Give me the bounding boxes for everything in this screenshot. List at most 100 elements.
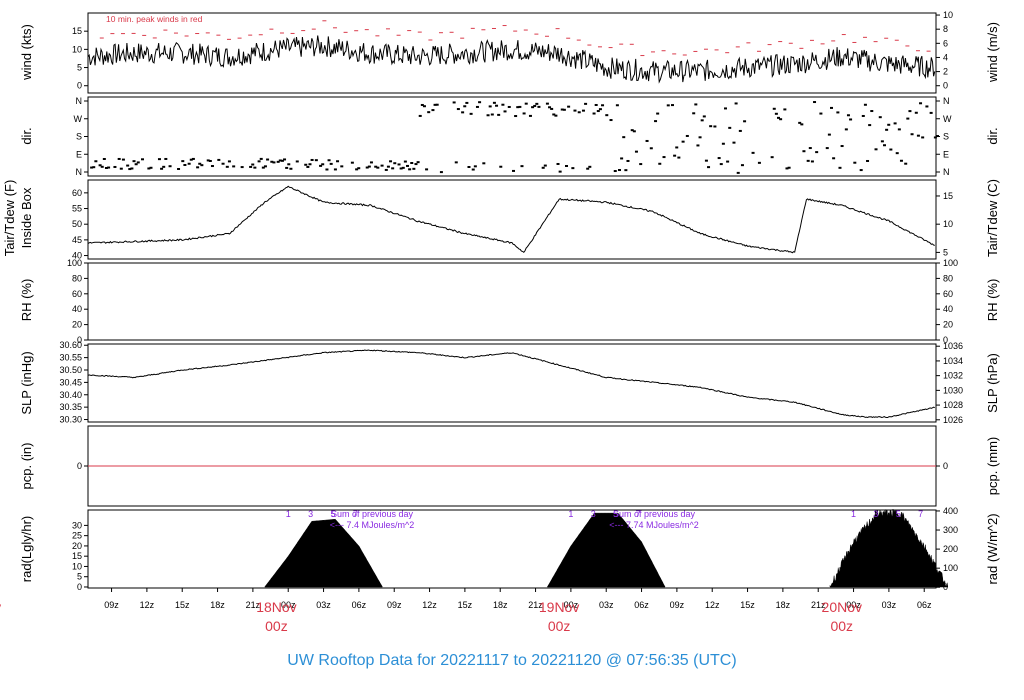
wind-direction-mark	[899, 159, 903, 162]
wind-direction-mark	[770, 156, 774, 159]
pcp-left-label: pcp. (in)	[19, 443, 34, 490]
wind-direction-mark	[280, 159, 284, 162]
wind-direction-mark	[473, 165, 477, 168]
wind-direction-mark	[482, 162, 486, 165]
wind-direction-mark	[384, 168, 388, 171]
wind-direction-mark	[196, 166, 200, 169]
solar-radiation-area	[264, 518, 383, 588]
wind-direction-mark	[336, 160, 340, 163]
rh-left-tick-label: 100	[67, 258, 82, 268]
wind-direction-mark	[157, 158, 161, 161]
wind-direction-mark	[601, 104, 605, 107]
wind-direction-mark	[849, 118, 853, 121]
solar-hour-marker: 3	[308, 509, 313, 519]
wind-direction-mark	[929, 111, 933, 114]
slp-left-label: SLP (inHg)	[19, 351, 34, 414]
wind-direction-mark	[535, 102, 539, 105]
wind-direction-mark	[567, 105, 571, 108]
rh-left-tick-label: 40	[72, 304, 82, 314]
wind-direction-mark	[126, 164, 130, 167]
rh-right-right-tick-label: 60	[943, 289, 953, 299]
wind-direction-mark	[692, 112, 696, 115]
x-tick-label: 09z	[387, 600, 402, 610]
wind-direction-mark	[198, 162, 202, 165]
wind-direction-mark	[560, 108, 564, 111]
wind-direction-mark	[136, 161, 140, 164]
wind-direction-mark	[104, 167, 108, 170]
wind-direction-mark	[772, 107, 776, 110]
wind-direction-mark	[883, 144, 886, 147]
wind-direction-mark	[350, 161, 354, 164]
wind-direction-mark	[285, 166, 289, 169]
wind-direction-mark	[592, 112, 596, 115]
x-tick-label: 18z	[776, 600, 791, 610]
wind-direction-mark	[634, 150, 638, 153]
wind-direction-mark	[365, 166, 369, 169]
rad-left-tick-label: 30	[72, 520, 82, 530]
wind-direction-mark	[501, 103, 505, 106]
solar-hour-marker: 5	[613, 509, 618, 519]
wind-direction-mark	[149, 166, 153, 169]
wind-direction-mark	[533, 104, 537, 107]
wind-direction-mark	[806, 159, 810, 162]
wind-direction-mark	[685, 134, 689, 137]
wind-direction-mark	[221, 162, 225, 165]
wind-direction-mark	[914, 111, 918, 114]
wind-direction-mark	[724, 107, 727, 110]
panel-wind-frame	[87, 12, 937, 94]
dir-right-label: dir.	[985, 127, 1000, 144]
wind-direction-mark	[403, 160, 407, 163]
wind-direction-mark	[357, 167, 361, 170]
rad-sum-value-1: <--- 7.4 MJoules/m^2	[330, 520, 415, 530]
date-label: 18Nov	[256, 599, 296, 615]
wind-direction-mark	[399, 167, 403, 170]
wind-direction-mark	[897, 128, 901, 131]
wind-direction-mark	[454, 161, 458, 164]
dir-left-tick-label: W	[74, 114, 83, 124]
slp-left-tick-label: 30.60	[59, 340, 82, 350]
wind-direction-mark	[418, 114, 422, 117]
wind-direction-mark	[562, 108, 566, 111]
rh-right-right-tick-label: 80	[943, 273, 953, 283]
wind-direction-mark	[490, 113, 494, 116]
wind-direction-mark	[499, 165, 503, 168]
slp-hpa-right-tick-label: 1032	[943, 371, 963, 381]
wind-direction-mark	[878, 116, 882, 119]
wind-direction-mark	[261, 166, 265, 169]
wind-direction-mark	[702, 115, 706, 118]
wind-direction-mark	[736, 171, 740, 174]
wind-direction-mark	[289, 167, 293, 170]
wind-direction-mark	[263, 165, 267, 168]
wind-left-tick-label: 15	[72, 26, 82, 36]
wind-direction-mark	[471, 168, 475, 171]
panel-slp-frame	[87, 343, 937, 423]
wind-direction-mark	[217, 158, 221, 161]
rh-left-tick-label: 60	[72, 289, 82, 299]
wind-direction-mark	[253, 166, 257, 169]
wind-direction-mark	[183, 163, 187, 166]
wind-direction-mark	[537, 105, 541, 108]
wind-direction-mark	[225, 165, 229, 168]
rad-sum-label-1: Sum of previous day	[331, 509, 414, 519]
rad-sum-label-2: Sum of previous day	[613, 509, 696, 519]
wind-direction-mark	[738, 129, 742, 132]
wind-direction-mark	[813, 101, 817, 104]
solar-hour-marker: 1	[286, 509, 291, 519]
wind-direction-mark	[832, 157, 836, 160]
wind-direction-mark	[632, 130, 636, 133]
wind-direction-mark	[295, 160, 299, 163]
slp-left-tick-label: 30.45	[59, 377, 82, 387]
wind-direction-mark	[272, 161, 276, 164]
wind-direction-mark	[327, 159, 331, 162]
x-tick-label: 15z	[175, 600, 190, 610]
slp-right-label: SLP (hPa)	[985, 353, 1000, 413]
slp-left-tick-label: 30.30	[59, 415, 82, 425]
x-tick-label: 21z	[246, 600, 261, 610]
wind-direction-mark	[283, 158, 287, 161]
wind-direction-mark	[210, 165, 214, 168]
panel-rad-frame	[87, 509, 937, 589]
temp-left-tick-label: 45	[72, 235, 82, 245]
wind-direction-mark	[107, 166, 111, 169]
